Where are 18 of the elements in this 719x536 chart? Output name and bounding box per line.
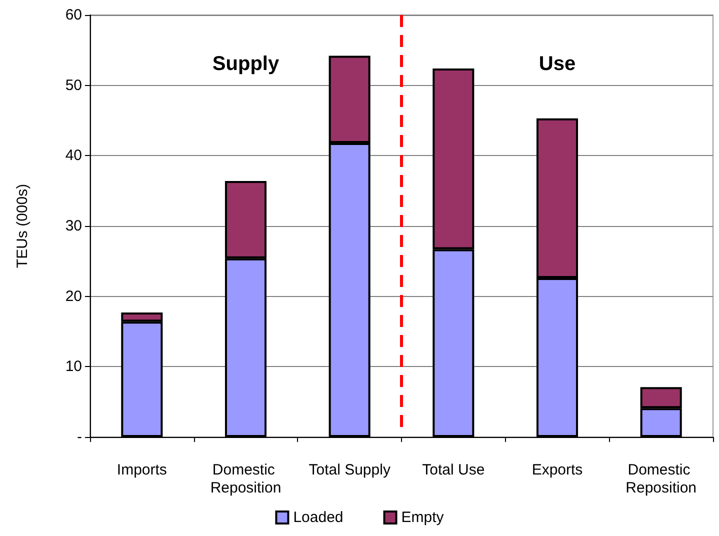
x-tick-label: Total Supply	[308, 462, 391, 478]
y-tick-label: 30	[65, 218, 82, 234]
x-tick-label: Exports	[532, 462, 583, 478]
y-tick-label: 40	[65, 147, 82, 164]
legend-label: Empty	[401, 509, 444, 526]
y-tick-label: -	[77, 428, 82, 446]
x-tick-label: Imports	[116, 462, 167, 478]
annotation: Use	[538, 53, 576, 75]
y-tick-label: 60	[65, 6, 82, 24]
legend-label: Loaded	[293, 509, 344, 526]
y-tick-label: 10	[65, 358, 82, 376]
x-tick-label: Total Use	[422, 462, 485, 478]
y-tick-label: 50	[65, 76, 82, 94]
x-tick-label: Domestic Reposition	[210, 462, 282, 496]
annotation: Supply	[212, 53, 280, 75]
y-tick-label: 20	[65, 288, 82, 305]
x-tick-label: Domestic Reposition	[626, 462, 697, 496]
y-axis-title: TEUs (000s)	[14, 184, 31, 268]
